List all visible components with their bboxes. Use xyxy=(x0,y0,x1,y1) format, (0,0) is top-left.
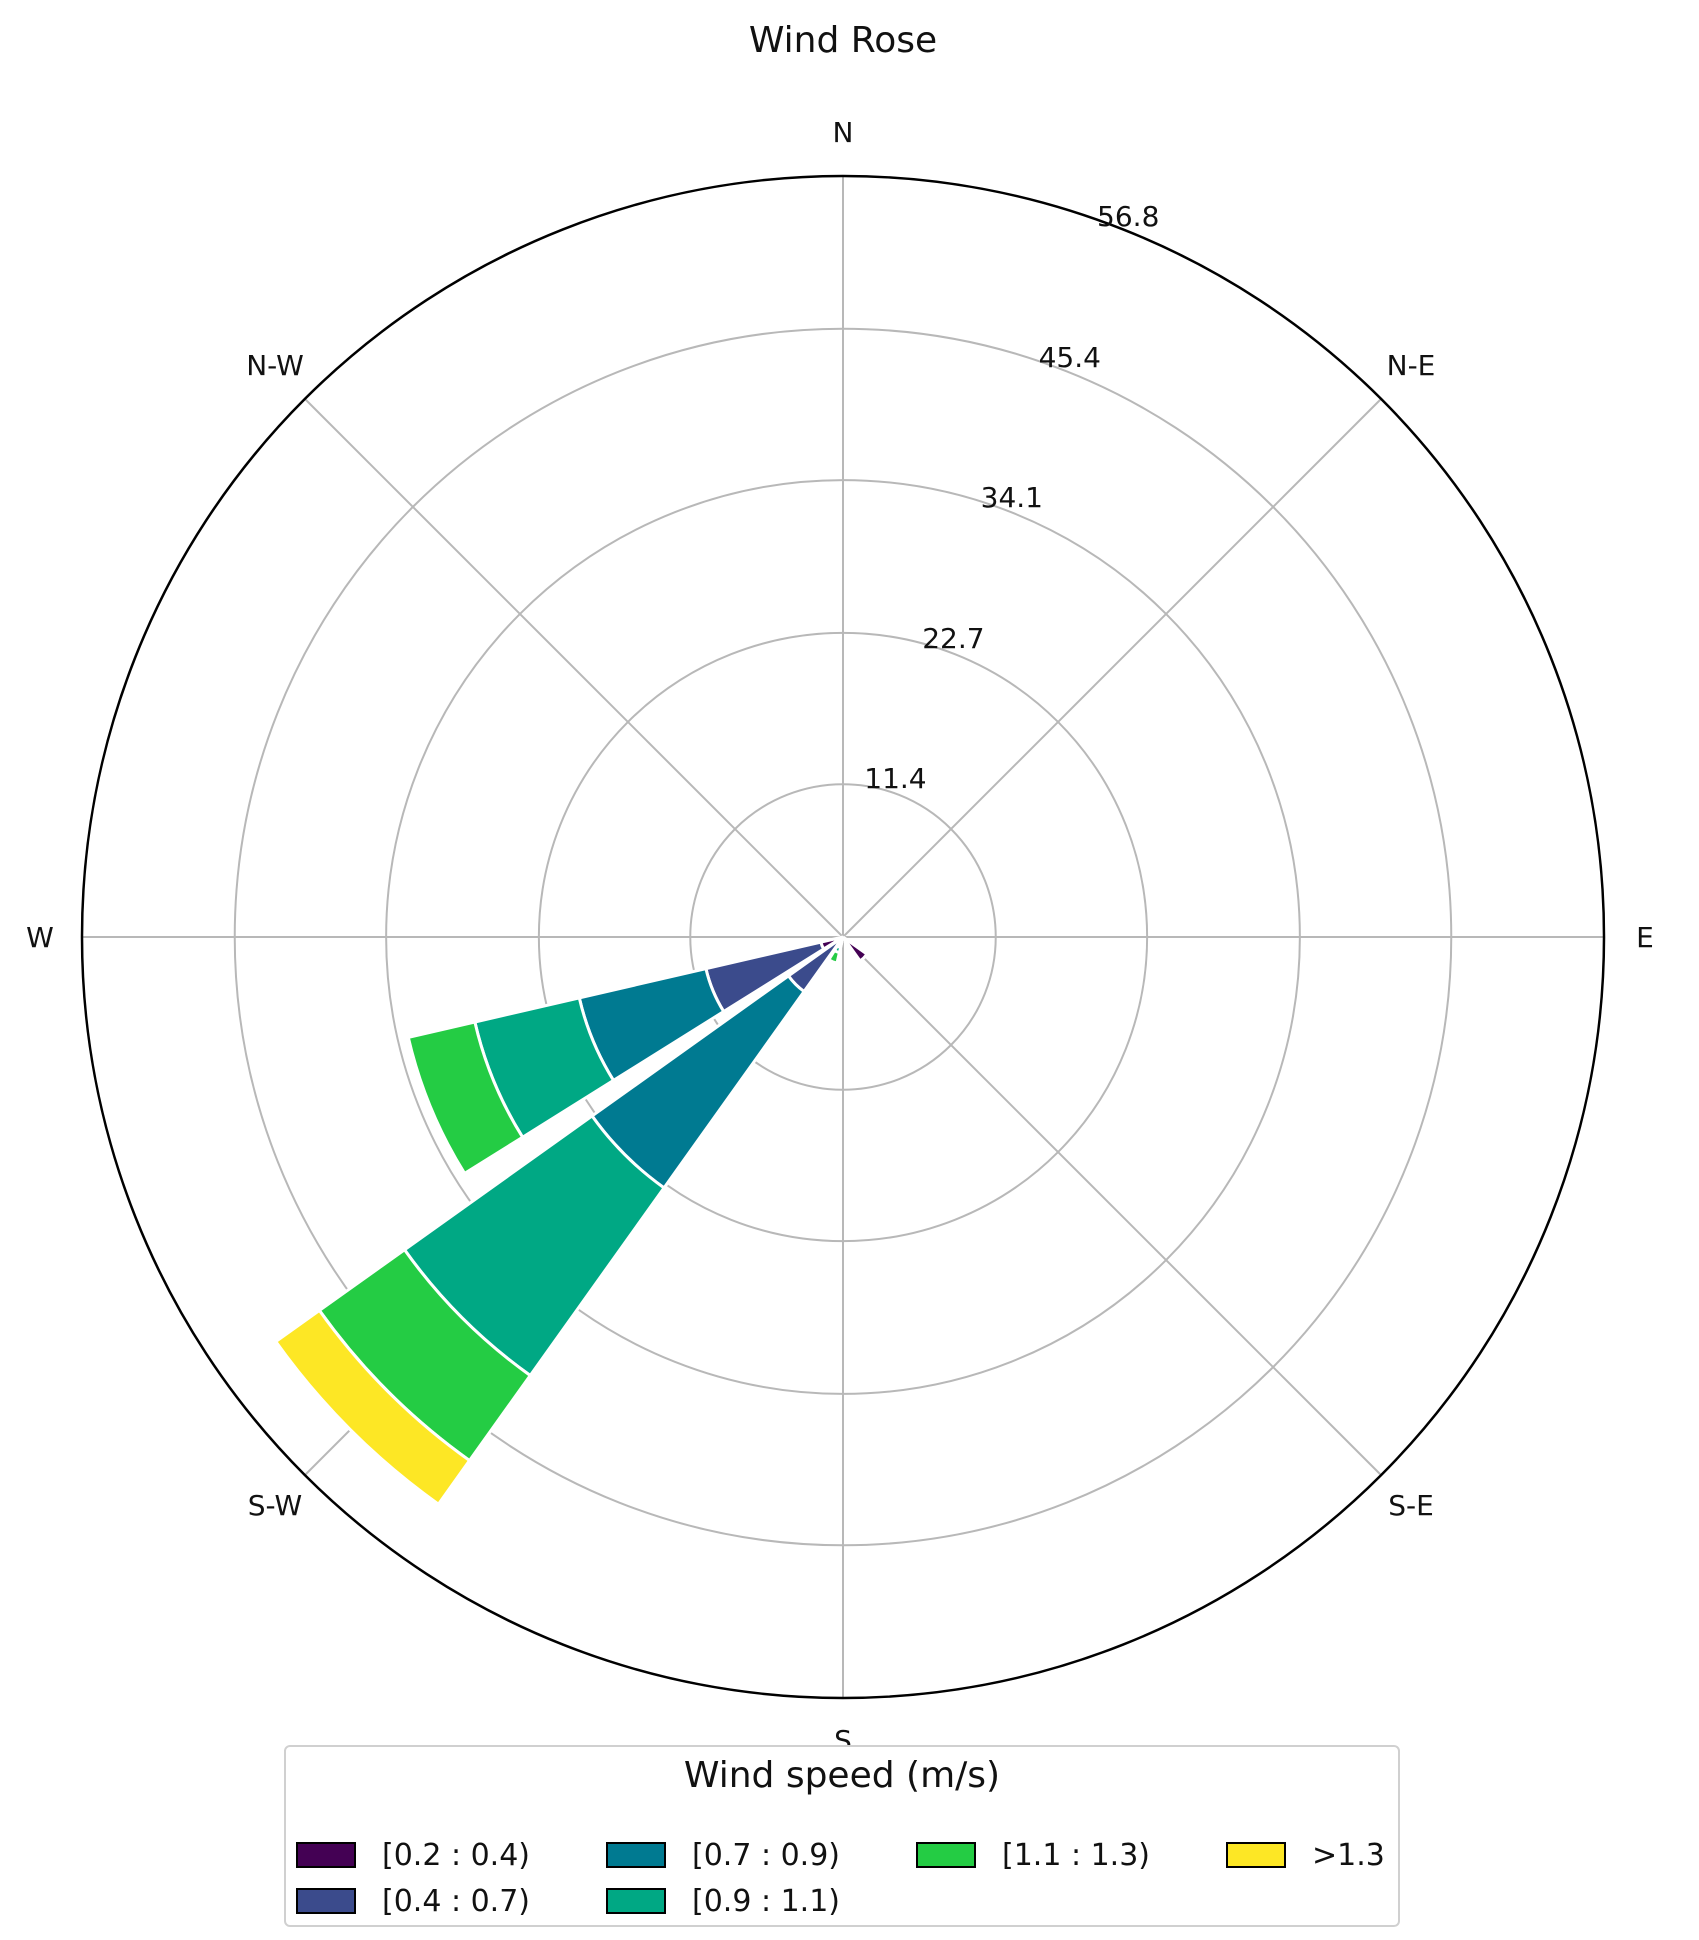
radial-tick-label: 11.4 xyxy=(864,762,926,795)
chart-title: Wind Rose xyxy=(749,20,937,61)
wind-bar-segment xyxy=(826,948,842,965)
sector-bars xyxy=(273,935,870,1507)
radial-tick-label: 22.7 xyxy=(922,622,984,655)
legend-item: >1.3 xyxy=(1226,1835,1385,1875)
legend-item: [1.1 : 1.3) xyxy=(916,1835,1150,1875)
wind-bar-segment xyxy=(273,1308,472,1507)
legend: Wind speed (m/s) [0.2 : 0.4) [0.4 : 0.7)… xyxy=(284,1745,1400,1927)
axis-labels: 11.422.734.145.456.8NN-EES-ESS-WWN-W xyxy=(26,116,1654,1757)
polar-frame xyxy=(80,174,1606,1700)
legend-swatch xyxy=(1226,1842,1286,1868)
legend-title: Wind speed (m/s) xyxy=(683,1755,1001,1796)
legend-item: [0.2 : 0.4) xyxy=(296,1835,530,1875)
direction-label: S-E xyxy=(1388,1489,1434,1522)
legend-swatch xyxy=(606,1842,666,1868)
direction-label: S-W xyxy=(248,1489,302,1522)
direction-label: E xyxy=(1636,921,1654,954)
legend-label: [1.1 : 1.3) xyxy=(1002,1837,1151,1873)
wind-bar-segment xyxy=(841,935,870,964)
legend-swatch xyxy=(916,1842,976,1868)
legend-label: [0.2 : 0.4) xyxy=(382,1837,531,1873)
angular-gridline xyxy=(842,398,1382,938)
radial-tick-label: 56.8 xyxy=(1097,200,1159,233)
legend-label: >1.3 xyxy=(1312,1837,1385,1873)
direction-label: N xyxy=(833,116,854,149)
radial-tick-label: 34.1 xyxy=(981,481,1043,514)
legend-label: [0.4 : 0.7) xyxy=(382,1883,531,1919)
legend-swatch xyxy=(296,1888,356,1914)
legend-item: [0.9 : 1.1) xyxy=(606,1881,840,1921)
legend-swatch xyxy=(296,1842,356,1868)
legend-item: [0.4 : 0.7) xyxy=(296,1881,530,1921)
legend-swatch xyxy=(606,1888,666,1914)
radial-tick-label: 45.4 xyxy=(1039,341,1101,374)
angular-gridline xyxy=(842,936,1382,1476)
direction-label: W xyxy=(26,921,54,954)
direction-label: N-E xyxy=(1387,349,1436,382)
legend-item: [0.7 : 0.9) xyxy=(606,1835,840,1875)
legend-label: [0.7 : 0.9) xyxy=(692,1837,841,1873)
legend-label: [0.9 : 1.1) xyxy=(692,1883,841,1919)
angular-gridline xyxy=(304,398,844,938)
direction-label: N-W xyxy=(246,349,304,382)
wind-bar-segment xyxy=(406,1020,525,1176)
